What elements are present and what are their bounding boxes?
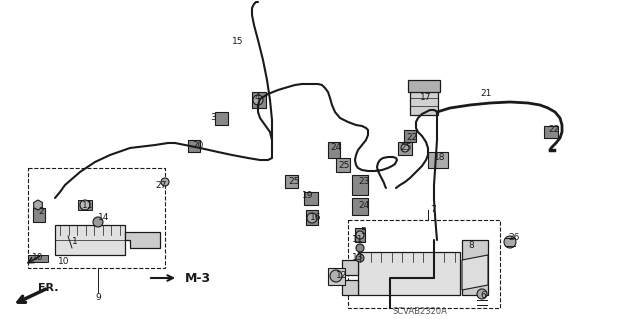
Circle shape	[287, 177, 297, 187]
Circle shape	[401, 144, 409, 152]
Circle shape	[477, 289, 487, 299]
Polygon shape	[33, 208, 45, 222]
Text: 12: 12	[336, 271, 348, 279]
Polygon shape	[342, 280, 358, 295]
Polygon shape	[352, 198, 368, 215]
Polygon shape	[462, 240, 488, 295]
Polygon shape	[410, 88, 438, 115]
Circle shape	[80, 200, 90, 210]
Polygon shape	[336, 158, 350, 172]
Text: 17: 17	[420, 93, 431, 102]
Polygon shape	[55, 225, 125, 255]
Text: 22: 22	[406, 133, 417, 143]
Text: SCVAB2320A: SCVAB2320A	[392, 308, 447, 316]
Text: 21: 21	[480, 90, 492, 99]
Text: 10: 10	[32, 254, 44, 263]
Text: 9: 9	[95, 293, 101, 301]
Polygon shape	[544, 126, 558, 138]
Text: 19: 19	[302, 191, 314, 201]
Text: 3: 3	[210, 114, 216, 122]
Text: 8: 8	[468, 241, 474, 249]
Text: 13: 13	[352, 254, 364, 263]
Text: 26: 26	[508, 234, 520, 242]
Text: 25: 25	[288, 177, 300, 187]
Polygon shape	[352, 175, 368, 195]
Polygon shape	[462, 255, 488, 290]
Circle shape	[253, 95, 263, 105]
Polygon shape	[252, 92, 266, 108]
Polygon shape	[328, 142, 340, 158]
Circle shape	[93, 217, 103, 227]
Text: 24: 24	[358, 201, 369, 210]
Polygon shape	[306, 210, 318, 225]
Text: 6: 6	[480, 292, 486, 300]
Circle shape	[330, 270, 342, 282]
Text: 18: 18	[434, 153, 445, 162]
Text: 11: 11	[82, 201, 93, 210]
Polygon shape	[428, 152, 448, 168]
Polygon shape	[404, 130, 416, 142]
Text: 2: 2	[38, 207, 44, 217]
Polygon shape	[34, 200, 42, 210]
Polygon shape	[78, 200, 92, 210]
Polygon shape	[355, 228, 365, 242]
Text: 5: 5	[360, 227, 365, 236]
Text: FR.: FR.	[38, 283, 58, 293]
Text: 22: 22	[548, 125, 559, 135]
Polygon shape	[125, 232, 160, 248]
Circle shape	[307, 213, 317, 223]
Text: 14: 14	[98, 213, 109, 222]
Polygon shape	[304, 192, 318, 205]
Text: 27: 27	[155, 181, 166, 189]
Polygon shape	[285, 175, 298, 188]
Text: 20: 20	[192, 140, 204, 150]
Text: 10: 10	[58, 257, 70, 266]
Polygon shape	[328, 268, 345, 285]
Text: 24: 24	[330, 144, 341, 152]
Polygon shape	[215, 112, 228, 125]
Polygon shape	[398, 142, 412, 155]
Text: 4: 4	[255, 93, 260, 102]
Polygon shape	[188, 140, 200, 152]
Text: 15: 15	[232, 38, 243, 47]
Circle shape	[356, 231, 364, 239]
Polygon shape	[28, 255, 48, 262]
Text: 23: 23	[358, 177, 369, 187]
Text: 16: 16	[310, 213, 321, 222]
Polygon shape	[342, 260, 358, 275]
Text: 25: 25	[400, 144, 412, 152]
Polygon shape	[358, 252, 460, 295]
Circle shape	[356, 254, 364, 262]
Text: 1: 1	[72, 238, 77, 247]
Polygon shape	[408, 80, 440, 92]
Circle shape	[161, 178, 169, 186]
Text: 25: 25	[338, 160, 349, 169]
Circle shape	[356, 244, 364, 252]
Text: 11: 11	[352, 235, 364, 244]
Text: 7: 7	[430, 205, 436, 214]
Text: M-3: M-3	[185, 271, 211, 285]
Circle shape	[504, 236, 516, 248]
